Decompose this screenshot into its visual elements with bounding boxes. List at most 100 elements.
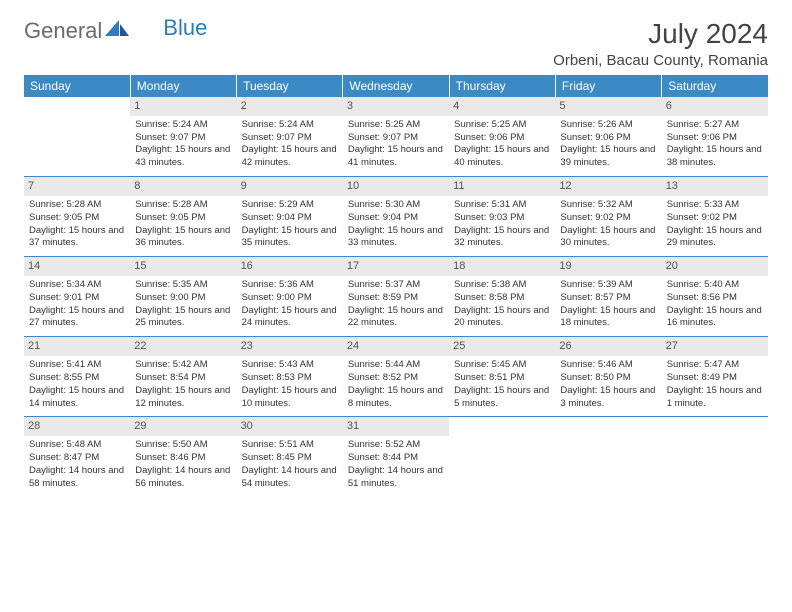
sunrise-text: Sunrise: 5:39 AM	[560, 279, 656, 292]
sunrise-text: Sunrise: 5:40 AM	[667, 279, 763, 292]
day-cell: 31Sunrise: 5:52 AMSunset: 8:44 PMDayligh…	[343, 417, 449, 496]
day-cell: 3Sunrise: 5:25 AMSunset: 9:07 PMDaylight…	[343, 97, 449, 177]
day-number: 11	[449, 177, 555, 196]
sunrise-text: Sunrise: 5:25 AM	[454, 119, 550, 132]
week-row: 1Sunrise: 5:24 AMSunset: 9:07 PMDaylight…	[24, 97, 768, 177]
daylight-text: Daylight: 14 hours and 56 minutes.	[135, 465, 231, 491]
daylight-text: Daylight: 15 hours and 35 minutes.	[242, 225, 338, 251]
day-header: Thursday	[449, 75, 555, 97]
day-number: 19	[555, 257, 661, 276]
daylight-text: Daylight: 15 hours and 27 minutes.	[29, 305, 125, 331]
sunset-text: Sunset: 9:06 PM	[454, 132, 550, 145]
day-number: 3	[343, 97, 449, 116]
day-cell: 4 Sunrise: 5:25 AMSunset: 9:06 PMDaylight…	[449, 97, 555, 177]
daylight-text: Daylight: 15 hours and 30 minutes.	[560, 225, 656, 251]
sunrise-text: Sunrise: 5:35 AM	[135, 279, 231, 292]
day-number: 27	[662, 337, 768, 356]
sunrise-text: Sunrise: 5:29 AM	[242, 199, 338, 212]
day-number: 4	[449, 97, 555, 116]
sunset-text: Sunset: 9:01 PM	[29, 292, 125, 305]
daylight-text: Daylight: 14 hours and 54 minutes.	[242, 465, 338, 491]
sunset-text: Sunset: 9:05 PM	[29, 212, 125, 225]
sunrise-text: Sunrise: 5:44 AM	[348, 359, 444, 372]
daylight-text: Daylight: 15 hours and 3 minutes.	[560, 385, 656, 411]
day-cell	[555, 417, 661, 496]
day-cell: 25Sunrise: 5:45 AMSunset: 8:51 PMDayligh…	[449, 337, 555, 417]
sunrise-text: Sunrise: 5:27 AM	[667, 119, 763, 132]
sunset-text: Sunset: 8:45 PM	[242, 452, 338, 465]
day-cell: 23Sunrise: 5:43 AMSunset: 8:53 PMDayligh…	[237, 337, 343, 417]
daylight-text: Daylight: 14 hours and 58 minutes.	[29, 465, 125, 491]
sunset-text: Sunset: 9:07 PM	[348, 132, 444, 145]
logo-sail-icon	[105, 18, 131, 44]
sunrise-text: Sunrise: 5:37 AM	[348, 279, 444, 292]
daylight-text: Daylight: 14 hours and 51 minutes.	[348, 465, 444, 491]
day-number: 18	[449, 257, 555, 276]
daylight-text: Daylight: 15 hours and 12 minutes.	[135, 385, 231, 411]
week-row: 21Sunrise: 5:41 AMSunset: 8:55 PMDayligh…	[24, 337, 768, 417]
day-cell: 21Sunrise: 5:41 AMSunset: 8:55 PMDayligh…	[24, 337, 130, 417]
sunset-text: Sunset: 9:07 PM	[242, 132, 338, 145]
daylight-text: Daylight: 15 hours and 37 minutes.	[29, 225, 125, 251]
day-header: Monday	[130, 75, 236, 97]
day-cell: 29Sunrise: 5:50 AMSunset: 8:46 PMDayligh…	[130, 417, 236, 496]
sunset-text: Sunset: 8:44 PM	[348, 452, 444, 465]
sunset-text: Sunset: 8:47 PM	[29, 452, 125, 465]
month-title: July 2024	[553, 18, 768, 50]
daylight-text: Daylight: 15 hours and 29 minutes.	[667, 225, 763, 251]
week-row: 28Sunrise: 5:48 AMSunset: 8:47 PMDayligh…	[24, 417, 768, 496]
daylight-text: Daylight: 15 hours and 32 minutes.	[454, 225, 550, 251]
calendar-body: 1Sunrise: 5:24 AMSunset: 9:07 PMDaylight…	[24, 97, 768, 496]
sunrise-text: Sunrise: 5:45 AM	[454, 359, 550, 372]
sunset-text: Sunset: 9:05 PM	[135, 212, 231, 225]
sunset-text: Sunset: 9:00 PM	[135, 292, 231, 305]
sunset-text: Sunset: 8:58 PM	[454, 292, 550, 305]
daylight-text: Daylight: 15 hours and 8 minutes.	[348, 385, 444, 411]
daylight-text: Daylight: 15 hours and 20 minutes.	[454, 305, 550, 331]
sunset-text: Sunset: 9:07 PM	[135, 132, 231, 145]
day-number: 8	[130, 177, 236, 196]
week-row: 14Sunrise: 5:34 AMSunset: 9:01 PMDayligh…	[24, 257, 768, 337]
daylight-text: Daylight: 15 hours and 40 minutes.	[454, 144, 550, 170]
sunrise-text: Sunrise: 5:51 AM	[242, 439, 338, 452]
sunset-text: Sunset: 8:57 PM	[560, 292, 656, 305]
sunrise-text: Sunrise: 5:30 AM	[348, 199, 444, 212]
day-cell: 26Sunrise: 5:46 AMSunset: 8:50 PMDayligh…	[555, 337, 661, 417]
sunrise-text: Sunrise: 5:36 AM	[242, 279, 338, 292]
day-cell: 15Sunrise: 5:35 AMSunset: 9:00 PMDayligh…	[130, 257, 236, 337]
day-number: 30	[237, 417, 343, 436]
week-row: 7Sunrise: 5:28 AMSunset: 9:05 PMDaylight…	[24, 177, 768, 257]
calendar-header-row: SundayMondayTuesdayWednesdayThursdayFrid…	[24, 75, 768, 97]
sunset-text: Sunset: 8:53 PM	[242, 372, 338, 385]
title-block: July 2024 Orbeni, Bacau County, Romania	[553, 18, 768, 69]
day-number: 5	[555, 97, 661, 116]
sunrise-text: Sunrise: 5:52 AM	[348, 439, 444, 452]
day-cell: 7Sunrise: 5:28 AMSunset: 9:05 PMDaylight…	[24, 177, 130, 257]
sunrise-text: Sunrise: 5:28 AM	[135, 199, 231, 212]
day-number: 26	[555, 337, 661, 356]
day-cell: 1Sunrise: 5:24 AMSunset: 9:07 PMDaylight…	[130, 97, 236, 177]
day-cell	[449, 417, 555, 496]
daylight-text: Daylight: 15 hours and 25 minutes.	[135, 305, 231, 331]
sunrise-text: Sunrise: 5:43 AM	[242, 359, 338, 372]
day-cell: 20Sunrise: 5:40 AMSunset: 8:56 PMDayligh…	[662, 257, 768, 337]
daylight-text: Daylight: 15 hours and 24 minutes.	[242, 305, 338, 331]
sunset-text: Sunset: 8:52 PM	[348, 372, 444, 385]
sunrise-text: Sunrise: 5:26 AM	[560, 119, 656, 132]
day-number: 14	[24, 257, 130, 276]
daylight-text: Daylight: 15 hours and 39 minutes.	[560, 144, 656, 170]
sunset-text: Sunset: 9:04 PM	[242, 212, 338, 225]
day-cell: 18 Sunrise: 5:38 AMSunset: 8:58 PMDayligh…	[449, 257, 555, 337]
day-cell: 16Sunrise: 5:36 AMSunset: 9:00 PMDayligh…	[237, 257, 343, 337]
daylight-text: Daylight: 15 hours and 36 minutes.	[135, 225, 231, 251]
daylight-text: Daylight: 15 hours and 22 minutes.	[348, 305, 444, 331]
day-number: 17	[343, 257, 449, 276]
daylight-text: Daylight: 15 hours and 38 minutes.	[667, 144, 763, 170]
day-cell: 10Sunrise: 5:30 AMSunset: 9:04 PMDayligh…	[343, 177, 449, 257]
daylight-text: Daylight: 15 hours and 42 minutes.	[242, 144, 338, 170]
day-cell: 14Sunrise: 5:34 AMSunset: 9:01 PMDayligh…	[24, 257, 130, 337]
sunrise-text: Sunrise: 5:24 AM	[242, 119, 338, 132]
sunrise-text: Sunrise: 5:38 AM	[454, 279, 550, 292]
daylight-text: Daylight: 15 hours and 5 minutes.	[454, 385, 550, 411]
calendar-table: SundayMondayTuesdayWednesdayThursdayFrid…	[24, 75, 768, 496]
